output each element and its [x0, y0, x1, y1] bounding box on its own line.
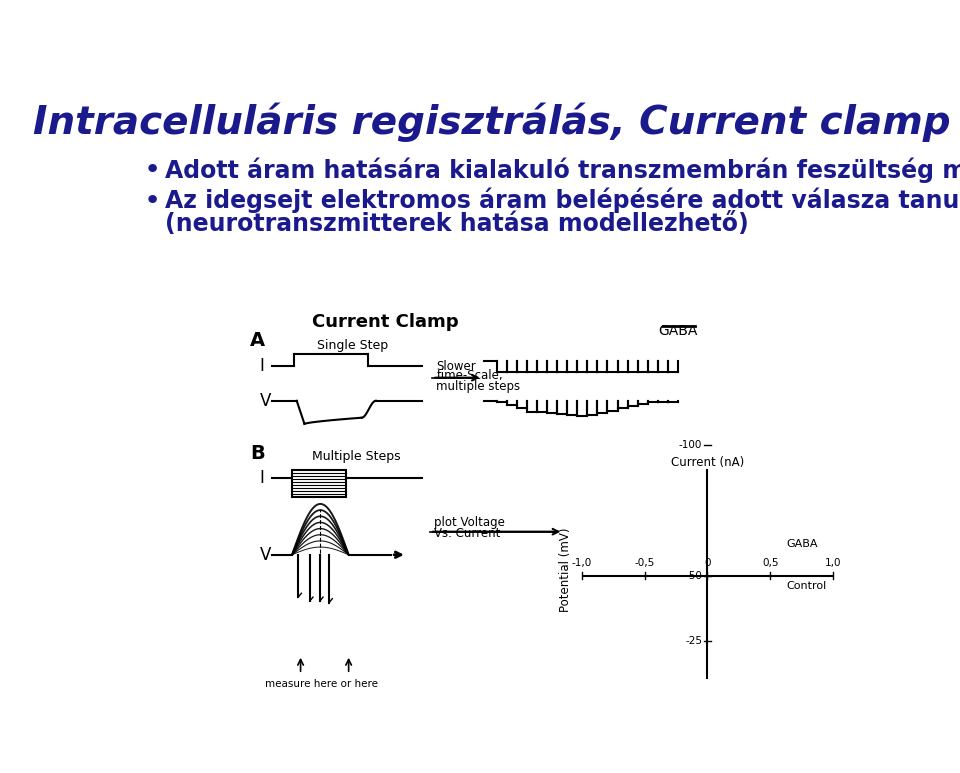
Bar — [292, 470, 347, 497]
Text: GABA: GABA — [659, 325, 698, 339]
Text: I: I — [259, 468, 264, 487]
Text: Adott áram hatására kialakuló transzmembrán feszültség mérhető: Adott áram hatására kialakuló transzmemb… — [165, 157, 960, 182]
Text: time-Scale,: time-Scale, — [436, 369, 503, 382]
Text: V: V — [259, 546, 271, 564]
Text: -0,5: -0,5 — [635, 558, 655, 568]
Text: 0,5: 0,5 — [762, 558, 779, 568]
Text: Intracelluláris regisztrálás, Current clamp: Intracelluláris regisztrálás, Current cl… — [34, 102, 950, 141]
Text: (neurotranszmitterek hatása modellezhető): (neurotranszmitterek hatása modellezhető… — [165, 212, 749, 236]
Text: Potential (mV): Potential (mV) — [559, 528, 572, 612]
Text: •: • — [143, 186, 160, 215]
Text: I: I — [259, 357, 264, 375]
Text: measure here or here: measure here or here — [265, 679, 378, 689]
Text: Single Step: Single Step — [317, 339, 388, 352]
Text: -1,0: -1,0 — [572, 558, 592, 568]
Text: Control: Control — [787, 581, 828, 591]
Text: 0: 0 — [705, 558, 710, 568]
Text: -50: -50 — [685, 570, 702, 581]
Text: V: V — [259, 392, 271, 410]
Text: Current (nA): Current (nA) — [671, 456, 744, 469]
Text: 1,0: 1,0 — [825, 558, 841, 568]
Text: •: • — [143, 156, 160, 184]
Text: Multiple Steps: Multiple Steps — [312, 450, 401, 463]
Text: Current Clamp: Current Clamp — [312, 313, 459, 331]
Text: -100: -100 — [679, 440, 702, 450]
Text: multiple steps: multiple steps — [436, 380, 520, 393]
Text: A: A — [251, 331, 265, 350]
Text: B: B — [251, 444, 265, 462]
Text: Az idegsejt elektromos áram belépésére adott válasza tanulmányozható: Az idegsejt elektromos áram belépésére a… — [165, 188, 960, 213]
Text: GABA: GABA — [787, 539, 818, 549]
Text: Slower: Slower — [436, 359, 476, 373]
Text: -25: -25 — [685, 636, 702, 646]
Text: Vs. Current: Vs. Current — [434, 526, 500, 540]
Text: plot Voltage: plot Voltage — [434, 516, 505, 529]
